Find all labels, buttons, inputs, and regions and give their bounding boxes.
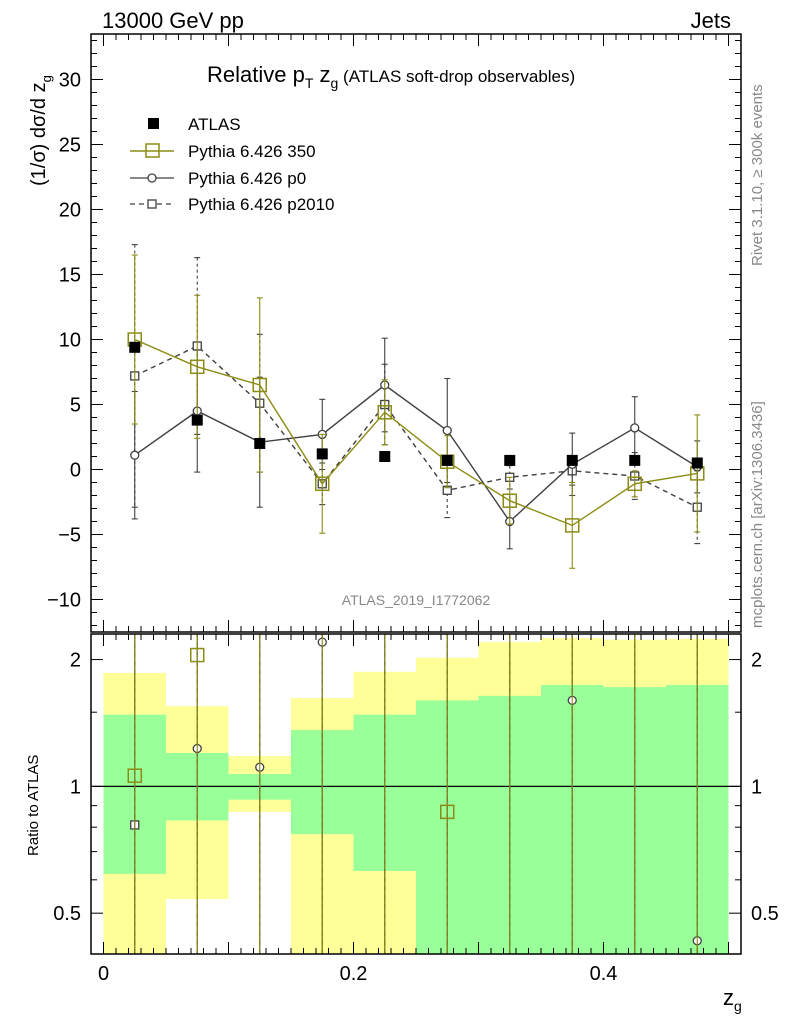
point-atlas-3: [316, 448, 328, 460]
side-text-rivet: Rivet 3.1.10, ≥ 300k events: [749, 84, 766, 266]
point-atlas-6: [504, 454, 516, 466]
point-atlas-1: [191, 414, 203, 426]
legend-label-p2010: Pythia 6.426 p2010: [188, 195, 335, 214]
header-right: Jets: [691, 8, 731, 33]
ratio-tick-label-left-0: 0.5: [53, 903, 81, 925]
ratio-tick-label-left-1: 1: [70, 776, 81, 798]
x-axis-label-sub: g: [734, 998, 742, 1014]
ratio-point-p350-1: [190, 647, 205, 663]
side-text-mcplots: mcplots.cern.ch [arXiv:1306.3436]: [749, 401, 766, 628]
lower-y-label: Ratio to ATLAS: [25, 755, 42, 856]
point-p350-8: [627, 476, 642, 492]
title-rest: (ATLAS soft-drop observables): [338, 67, 575, 86]
chart-title: Relative pT zg (ATLAS soft-drop observab…: [207, 62, 575, 91]
ratio-tick-label-right-0: 0.5: [751, 903, 779, 925]
series-line-p2010: [134, 345, 698, 508]
series-layer: [127, 244, 705, 982]
point-atlas-5: [441, 454, 453, 466]
axis-ticks: −10 −5 0 5 10 15 20 25 30 0 0.2 0.4 0.5 0.5 1 1 2 2: [47, 34, 779, 985]
y-tick-label-1: −5: [58, 525, 81, 547]
x-axis-label: zg: [723, 985, 742, 1014]
ratio-tick-label-right-2: 2: [751, 650, 762, 672]
upper-y-label: (1/σ) dσ/d zg: [28, 75, 54, 186]
point-p350-4: [377, 405, 392, 420]
ratio-bands: [91, 638, 741, 954]
y-tick-label-0: −10: [47, 590, 81, 612]
upper-y-label-sub: g: [39, 75, 54, 82]
point-atlas-2: [254, 438, 266, 449]
point-p0-5: [442, 425, 452, 436]
x-tick-label-1: 0.2: [340, 963, 368, 985]
legend-marker-p2010: [147, 199, 157, 209]
y-tick-label-2: 0: [70, 460, 81, 482]
point-atlas-4: [379, 451, 391, 462]
point-p350-1: [190, 359, 205, 375]
x-tick-label-2: 0.4: [590, 963, 618, 985]
series-line-p350: [134, 338, 698, 527]
title-z: z: [313, 62, 330, 87]
ratio-series-layer: [127, 634, 702, 982]
legend-label-p350: Pythia 6.426 350: [188, 142, 316, 161]
legend-marker-p350: [145, 143, 160, 158]
point-p350-7: [565, 518, 580, 533]
point-atlas-7: [566, 454, 578, 466]
legend-marker-atlas: [148, 118, 159, 129]
legend-label-p0: Pythia 6.426 p0: [188, 169, 306, 188]
header-left: 13000 GeV pp: [102, 8, 244, 33]
title-sub-g: g: [331, 75, 339, 91]
ratio-point-p0-0: [131, 974, 139, 982]
series-line-p0: [134, 384, 698, 523]
title-main: Relative p: [207, 62, 305, 87]
point-p350-2: [252, 377, 267, 393]
y-tick-label-7: 25: [59, 135, 81, 157]
legend-label-atlas: ATLAS: [188, 115, 241, 134]
y-tick-label-5: 15: [59, 265, 81, 287]
upper-y-label-main: (1/σ) dσ/d z: [28, 82, 50, 186]
ratio-tick-label-right-1: 1: [751, 776, 762, 798]
point-atlas-0: [129, 341, 141, 353]
ratio-point-p350-0: [127, 768, 142, 783]
legend: ATLAS Pythia 6.426 350 Pythia 6.426 p0 P…: [130, 115, 335, 214]
y-tick-label-4: 10: [59, 330, 81, 352]
ratio-tick-label-left-2: 2: [70, 650, 81, 672]
y-tick-label-6: 20: [59, 200, 81, 222]
y-tick-label-8: 30: [59, 70, 81, 92]
title-sub-t: T: [305, 75, 314, 91]
x-tick-label-0: 0: [98, 963, 109, 985]
ratio-point-p350-5: [440, 804, 455, 820]
point-p0-0: [130, 450, 140, 460]
point-p350-6: [502, 493, 517, 508]
point-atlas-9: [691, 457, 703, 469]
x-axis-label-main: z: [723, 985, 734, 1010]
analysis-watermark: ATLAS_2019_I1772062: [342, 592, 491, 608]
point-p350-3: [315, 476, 330, 492]
upper-frame: [90, 33, 742, 633]
lower-frame: [90, 633, 742, 955]
legend-marker-p0: [147, 173, 157, 183]
point-atlas-8: [629, 454, 641, 466]
point-p0-8: [630, 423, 640, 433]
y-tick-label-3: 5: [70, 395, 81, 417]
